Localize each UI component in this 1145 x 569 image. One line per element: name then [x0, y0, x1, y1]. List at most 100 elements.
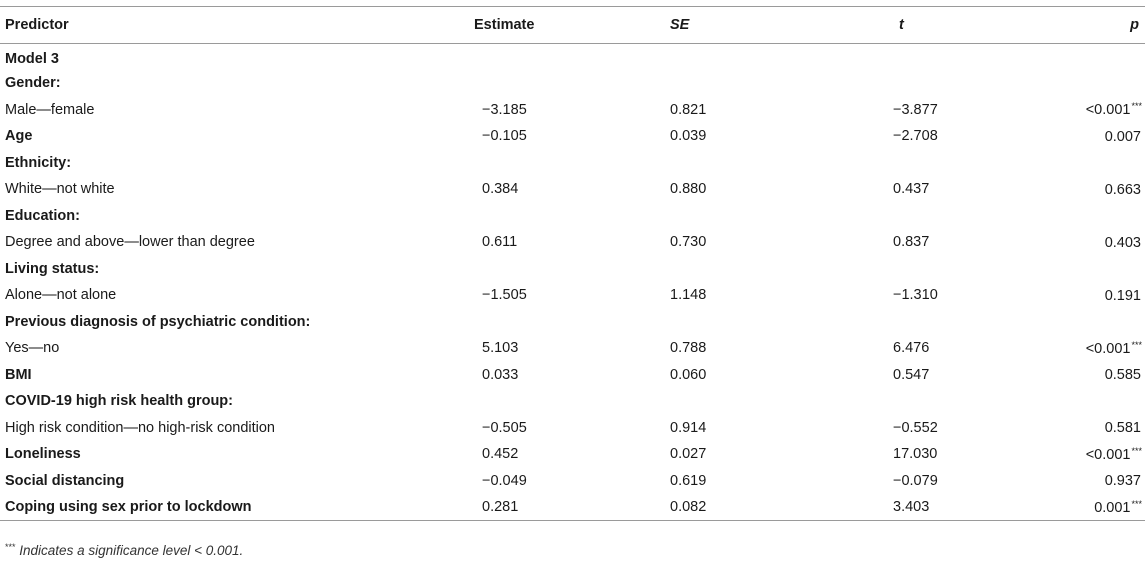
footnote-text: Indicates a significance level < 0.001.: [19, 543, 244, 558]
p-cell: [995, 203, 1145, 230]
estimate-cell: [470, 203, 645, 230]
estimate-cell: −1.505: [482, 287, 527, 304]
estimate-cell: [470, 388, 645, 415]
table-row: Previous diagnosis of psychiatric condit…: [0, 309, 1145, 336]
table-row: Age −0.105 0.039 −2.708 0.007: [0, 123, 1145, 150]
t-cell: −1.310: [893, 287, 938, 304]
t-cell: 0.437: [893, 181, 930, 198]
p-value: <0.001: [1085, 102, 1131, 119]
predictor-cell: Model 3: [5, 51, 59, 67]
p-cell: [995, 256, 1145, 283]
estimate-cell: 0.452: [482, 446, 519, 463]
significance-marker: ***: [1131, 445, 1142, 456]
estimate-cell: [470, 44, 645, 71]
p-value: 0.663: [1104, 181, 1141, 198]
se-cell: 0.821: [670, 101, 707, 118]
se-cell: 0.060: [670, 366, 707, 383]
p-cell: [995, 309, 1145, 336]
predictor-cell: Alone—not alone: [5, 287, 117, 304]
p-value: <0.001: [1085, 446, 1131, 463]
t-cell: [820, 309, 995, 336]
table-row: Model 3: [0, 44, 1145, 71]
table-row: Loneliness 0.452 0.027 17.030 <0.001***: [0, 441, 1145, 468]
predictor-cell: High risk condition—no high-risk conditi…: [5, 419, 275, 436]
se-cell: [645, 388, 820, 415]
table-header: Predictor Estimate SE t p: [0, 6, 1145, 44]
p-value: 0.007: [1104, 128, 1141, 145]
estimate-cell: 0.611: [482, 234, 518, 251]
estimate-cell: [470, 150, 645, 177]
header-predictor: Predictor: [0, 6, 470, 44]
table-row: Social distancing −0.049 0.619 −0.079 0.937: [0, 468, 1145, 495]
p-cell: 0.191: [995, 282, 1145, 309]
se-cell: [645, 203, 820, 230]
table-row: Alone—not alone −1.505 1.148 −1.310 0.191: [0, 282, 1145, 309]
p-cell: <0.001***: [995, 441, 1145, 468]
p-cell: 0.581: [995, 415, 1145, 442]
table-row: Living status:: [0, 256, 1145, 283]
t-cell: −3.877: [893, 101, 938, 118]
t-cell: −0.552: [893, 419, 938, 436]
predictor-cell: Loneliness: [5, 446, 81, 463]
p-cell: 0.937: [995, 468, 1145, 495]
t-cell: 17.030: [893, 446, 938, 463]
estimate-cell: −0.505: [482, 419, 527, 436]
p-cell: 0.663: [995, 176, 1145, 203]
se-cell: [645, 309, 820, 336]
significance-marker: ***: [1131, 339, 1142, 350]
header-t: t: [820, 6, 995, 44]
p-cell: 0.001***: [995, 494, 1145, 521]
estimate-cell: 0.281: [470, 494, 645, 521]
table-row: White—not white 0.384 0.880 0.437 0.663: [0, 176, 1145, 203]
t-cell: [820, 44, 995, 71]
se-cell: 0.788: [670, 340, 707, 357]
predictor-cell: Yes—no: [5, 340, 60, 357]
significance-marker: ***: [1131, 101, 1142, 112]
p-cell: [995, 150, 1145, 177]
p-cell: 0.585: [995, 362, 1145, 389]
predictor-cell: Age: [5, 128, 33, 145]
table-row: Ethnicity:: [0, 150, 1145, 177]
estimate-cell: −0.049: [482, 472, 527, 489]
predictor-cell: Ethnicity:: [5, 154, 72, 171]
table-row: High risk condition—no high-risk conditi…: [0, 415, 1145, 442]
predictor-cell: COVID-19 high risk health group:: [5, 393, 233, 410]
predictor-cell: Gender:: [5, 75, 61, 92]
t-cell: 0.837: [893, 234, 930, 251]
p-value: 0.001: [1094, 499, 1131, 516]
p-cell: <0.001***: [995, 97, 1145, 124]
table-row: Education:: [0, 203, 1145, 230]
estimate-cell: [470, 70, 645, 97]
p-cell: <0.001***: [995, 335, 1145, 362]
p-cell: [995, 70, 1145, 97]
estimate-cell: 5.103: [482, 340, 519, 357]
predictor-cell: White—not white: [5, 181, 115, 198]
estimate-cell: −0.105: [482, 128, 527, 145]
predictor-cell: Male—female: [5, 101, 95, 118]
header-p: p: [995, 6, 1145, 44]
se-cell: 0.082: [645, 494, 820, 521]
p-cell: [995, 388, 1145, 415]
estimate-cell: [470, 309, 645, 336]
p-cell: 0.007: [995, 123, 1145, 150]
predictor-cell: Living status:: [5, 260, 100, 277]
se-cell: [645, 44, 820, 71]
predictor-cell: Education:: [5, 207, 80, 224]
t-cell: 6.476: [893, 340, 930, 357]
table-row: COVID-19 high risk health group:: [0, 388, 1145, 415]
se-cell: 0.730: [670, 234, 707, 251]
p-value: 0.403: [1104, 234, 1141, 251]
se-cell: 0.880: [670, 181, 707, 198]
p-value: 0.937: [1104, 473, 1141, 490]
estimate-cell: −3.185: [482, 101, 527, 118]
table-row: Degree and above—lower than degree 0.611 0…: [0, 229, 1145, 256]
se-cell: 0.619: [670, 472, 707, 489]
table-row: Male—female −3.185 0.821 −3.877 <0.001***: [0, 97, 1145, 124]
t-cell: [820, 150, 995, 177]
predictor-cell: Degree and above—lower than degree: [5, 234, 255, 251]
footnote-sig-marker: ***: [5, 542, 16, 552]
p-value: <0.001: [1085, 340, 1131, 357]
t-cell: [820, 256, 995, 283]
header-estimate: Estimate: [470, 6, 645, 44]
